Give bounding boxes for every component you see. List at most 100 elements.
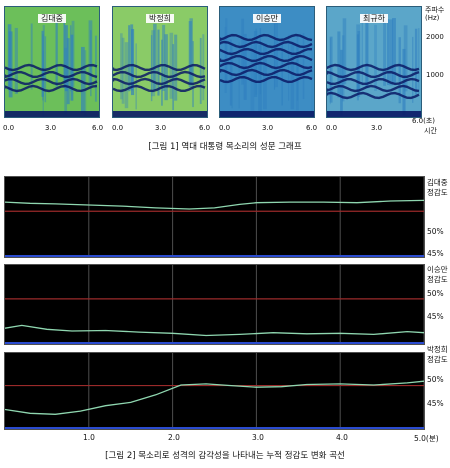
spectrogram-streak [225,18,228,85]
y-tick-label: 50% [427,375,444,384]
spectrogram-panel-2: 박정희 [112,6,208,118]
spectrogram-x-tick: 0.0 [112,124,124,132]
y-tick-label: 45% [427,399,444,408]
spectrogram-streak [361,19,363,86]
spectrogram-formant-band [327,70,420,79]
spectrogram-x-tick: 3.0 [371,124,383,132]
series-label-suffix: 정감도 [427,275,448,284]
spectrogram-streak [41,30,44,97]
spectrogram-streak [403,25,408,92]
spectrogram-background [220,7,314,117]
x-tick-label: 1.0 [83,433,95,442]
spectrogram-formant-band [113,63,206,72]
spectrogram-streak [66,38,70,105]
spectrogram-streak [329,38,331,105]
y-tick-label: 45% [427,249,444,258]
spectrogram-speaker-label: 이승만 [252,14,282,23]
x-tick-label: 2.0 [168,433,180,442]
spectrogram-streak [311,47,313,114]
spectrogram-streak [389,19,393,86]
y-tick-label: 45% [427,312,444,321]
spectrogram-x-tick: 0.0 [3,124,15,132]
spectrogram-streak [392,18,396,85]
series-label-suffix: 정감도 [427,355,448,364]
series-label: 이승만 [427,265,448,274]
spectrogram-formant-band [220,47,313,56]
spectrogram-formant-band [113,70,206,79]
spectrogram-streak [161,39,163,106]
spectrogram-x-tick: 3.0 [155,124,167,132]
spectrogram-streak [258,45,262,112]
emotion-panel-1 [4,176,425,258]
spectrogram-streak [55,20,58,87]
series-label: 김대중 [427,178,448,187]
spectrogram-streak [342,18,347,85]
spectrogram-streak [130,29,135,96]
spectrogram-streak [14,27,18,94]
spectrogram-streak [8,31,13,98]
spectrogram-streak [374,24,377,91]
spectrogram-formant-band [113,77,206,86]
spectrogram-streak [414,28,418,95]
spectrogram-streak [162,24,166,91]
spectrogram-streak [90,30,92,97]
spectrogram-y-axis-label: 주파수 (Hz) [425,6,445,23]
spectrogram-formant-band [5,84,98,93]
spectrogram-y-tick: 1000 [426,71,444,79]
spectrogram-streak [153,23,157,90]
spectrogram-streak [157,29,160,96]
spectrogram-streak [417,28,420,95]
spectrogram-streak [30,23,33,90]
spectrogram-x-tick: 3.0 [45,124,57,132]
spectrogram-streak [128,25,131,92]
spectrogram-streak [340,49,343,116]
spectrogram-streak [199,37,202,104]
spectrogram-streak [365,22,369,89]
figure-1-caption: [그림 1] 역대 대통령 목소리의 성문 그래프 [148,142,302,152]
spectrogram-baseline [220,111,314,117]
series-label-suffix: 정감도 [427,188,448,197]
spectrogram-x-tick: 0.0 [219,124,231,132]
y-tick-label: 50% [427,227,444,236]
spectrogram-x-tick: 0.0 [326,124,338,132]
spectrogram-formant-band [220,68,313,77]
spectrogram-x-axis-label: 시간 [424,127,437,135]
spectrogram-formant-band [5,70,98,79]
spectrogram-streak [241,18,245,85]
spectrogram-image [113,7,207,117]
spectrogram-image [220,7,314,117]
spectrogram-streak [250,44,255,111]
x-tick-label: 5.0(분) [414,434,439,443]
series-label: 박정희 [427,345,448,354]
spectrogram-streak [124,42,129,109]
spectrogram-streak [121,37,125,104]
figure-2-caption: [그림 2] 목소리로 성격의 감각성을 나타내는 누적 정감도 변화 곡선 [105,451,345,461]
spectrogram-x-tick: 3.0 [262,124,274,132]
x-tick-label: 4.0 [336,433,348,442]
spectrogram-streak [174,34,178,101]
spectrogram-streak [80,46,85,113]
series-line-2 [5,324,424,337]
spectrogram-formant-band [327,63,420,72]
spectrogram-streak [120,33,123,100]
emotion-plot [5,353,424,429]
spectrogram-baseline [5,111,99,117]
emotion-panel-2 [4,264,425,345]
spectrogram-formant-band [220,75,313,84]
spectrogram-streak [329,36,333,103]
spectrogram-image [5,7,99,117]
spectrogram-formant-band [220,54,313,63]
spectrogram-streak [281,39,283,106]
spectrogram-streak [288,34,290,101]
spectrogram-formant-band [113,84,206,93]
spectrogram-formant-band [5,77,98,86]
spectrogram-formant-band [220,40,313,49]
emotion-plot [5,177,424,257]
spectrogram-formant-band [220,61,313,70]
spectrogram-streak [64,25,68,92]
spectrogram-speaker-label: 박정희 [145,14,175,23]
spectrogram-x-tick: 6.0 [306,124,318,132]
series-line-3 [5,380,424,415]
spectrogram-streak [290,43,295,110]
spectrogram-x-tick: 6.0(초) [412,117,436,125]
